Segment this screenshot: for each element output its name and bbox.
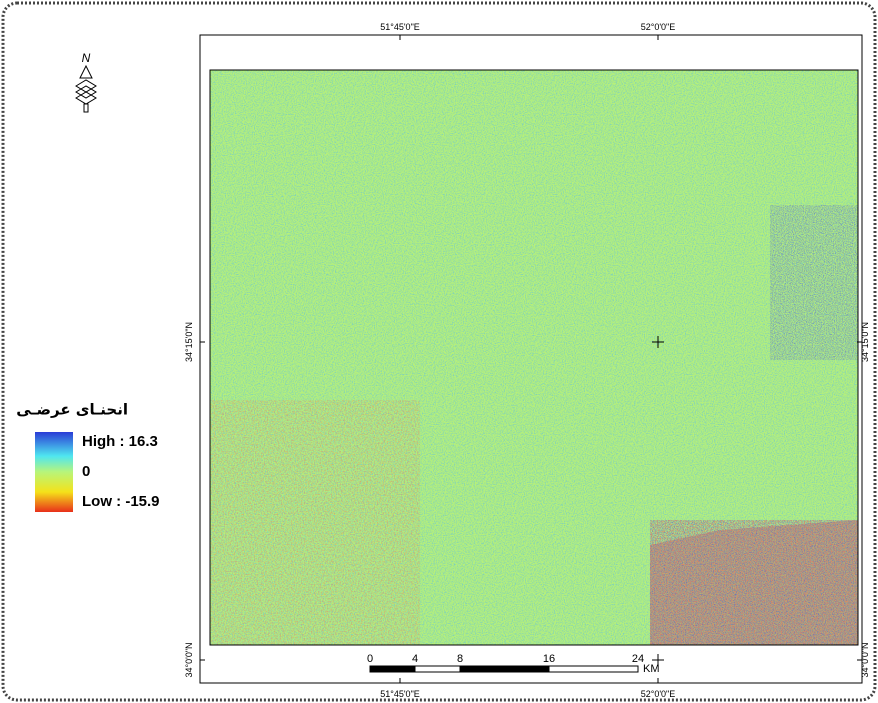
latitude-label: 34°15'0"N (860, 322, 870, 362)
latitude-label: 34°0'0"N (860, 642, 870, 677)
north-label: N (82, 51, 91, 65)
raster-rough-zone (650, 520, 858, 645)
latitude-label: 34°0'0"N (184, 642, 194, 677)
latitude-label: 34°15'0"N (184, 322, 194, 362)
color-ramp (35, 432, 73, 512)
scale-bar: 0 4 8 16 24 KM (367, 653, 660, 675)
raster-rough-zone (210, 70, 858, 645)
scale-label: 8 (457, 653, 463, 665)
graticule-ticks (200, 35, 862, 683)
scale-segment (548, 665, 639, 673)
raster-rough-zone (770, 205, 858, 360)
scale-outline (369, 665, 639, 673)
scale-label: 0 (367, 653, 373, 665)
raster (210, 70, 858, 645)
longitude-label: 51°45'0"E (380, 689, 420, 699)
longitude-label: 51°45'0"E (380, 22, 420, 32)
legend-title: انحنـای عرضـی (16, 401, 128, 419)
legend-low: Low : -15.9 (82, 493, 160, 510)
arrow-body (75, 79, 97, 105)
longitude-label: 52°0'0"E (641, 22, 676, 32)
scale-unit: KM (643, 663, 660, 675)
legend-zero: 0 (82, 463, 90, 480)
scale-segment (370, 666, 415, 672)
scale-label: 4 (412, 653, 418, 665)
raster-rough-zone (210, 400, 420, 645)
scale-segment (460, 666, 549, 672)
scale-label: 24 (632, 653, 644, 665)
legend-high: High : 16.3 (82, 433, 158, 450)
arrow-head (79, 64, 93, 79)
legend: انحنـای عرضـی High : 16.3 0 Low : -15.9 (16, 401, 160, 512)
raster-border (209, 69, 859, 646)
longitude-label: 52°0'0"E (641, 689, 676, 699)
arrow-tail (83, 103, 89, 113)
scale-label: 16 (543, 653, 555, 665)
scale-segment (414, 665, 461, 673)
north-arrow: N (75, 51, 97, 113)
